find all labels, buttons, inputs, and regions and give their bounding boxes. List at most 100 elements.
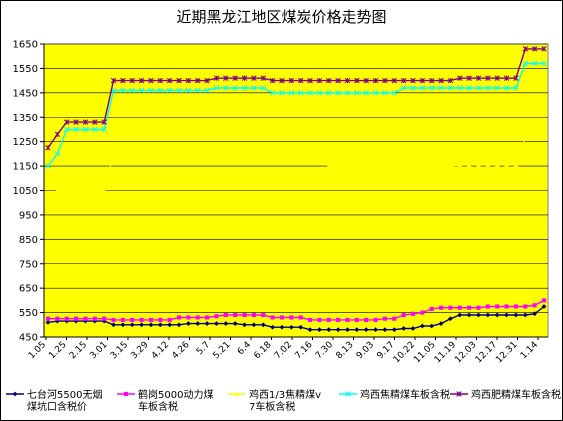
data-point <box>130 317 135 322</box>
chart-title: 近期黑龙江地区煤炭价格走势图 <box>176 8 387 26</box>
data-point <box>317 317 322 322</box>
x-tick-label: 8.13 <box>334 340 355 361</box>
x-tick-label: 2.15 <box>68 340 89 361</box>
y-tick-label: 450 <box>19 333 38 344</box>
data-point <box>522 312 528 318</box>
data-point <box>204 151 210 156</box>
data-point <box>541 304 547 309</box>
data-point <box>373 327 378 333</box>
data-point <box>185 87 192 94</box>
data-point <box>392 316 397 321</box>
data-point <box>139 322 144 328</box>
data-point <box>83 188 88 193</box>
data-point <box>195 321 201 326</box>
data-point <box>54 188 60 193</box>
data-point <box>457 312 463 318</box>
data-point <box>457 85 463 91</box>
data-point <box>401 326 407 331</box>
data-point <box>345 317 350 322</box>
data-point <box>269 90 276 96</box>
data-point <box>242 151 247 156</box>
x-tick-label: 4.12 <box>150 340 171 361</box>
data-point <box>410 326 416 331</box>
data-point <box>298 151 304 156</box>
data-point <box>270 151 276 156</box>
data-point <box>438 163 444 169</box>
data-point <box>82 119 89 125</box>
data-point <box>429 163 435 169</box>
x-tick-label: 12.03 <box>453 340 478 365</box>
data-point <box>467 305 472 310</box>
data-point <box>335 163 341 169</box>
data-point <box>204 87 210 94</box>
data-point <box>120 151 126 156</box>
x-tick-label: 5.21 <box>211 340 232 361</box>
data-point <box>419 323 425 329</box>
data-point <box>129 151 135 156</box>
data-point <box>185 151 191 156</box>
data-point <box>233 312 238 318</box>
legend-label-line: 鸡西1/3焦精煤v <box>249 388 321 401</box>
data-point <box>138 77 145 84</box>
data-point <box>504 312 509 318</box>
data-point <box>92 126 98 133</box>
data-point <box>523 304 528 309</box>
data-point <box>213 75 220 81</box>
data-point <box>354 77 360 84</box>
data-point <box>541 298 547 303</box>
data-point <box>438 85 444 91</box>
data-point <box>45 319 51 325</box>
data-point <box>363 77 369 84</box>
data-point <box>438 321 444 326</box>
data-point <box>148 77 154 84</box>
x-tick-label: 7.30 <box>314 340 335 361</box>
data-point <box>531 46 538 52</box>
data-point <box>448 163 453 169</box>
data-point <box>494 162 500 167</box>
x-tick-label: 7.02 <box>273 340 294 361</box>
data-point <box>101 126 107 133</box>
data-point <box>503 75 510 81</box>
data-point <box>111 151 116 156</box>
data-point <box>382 327 388 333</box>
data-point <box>123 391 129 397</box>
y-tick-label: 950 <box>19 210 38 221</box>
data-point <box>335 77 341 84</box>
data-point <box>419 77 426 84</box>
data-point <box>223 321 229 326</box>
legend-label-line: 鹤岗5000动力煤 <box>138 388 213 401</box>
data-point <box>476 312 481 318</box>
legend-label: 鸡西焦精煤车板含税 <box>360 388 450 401</box>
data-point <box>195 151 201 156</box>
data-point <box>420 310 425 315</box>
data-point <box>307 151 313 156</box>
data-point <box>391 327 397 333</box>
data-point <box>466 85 472 91</box>
data-point <box>400 85 407 91</box>
data-point <box>475 85 482 91</box>
data-point <box>439 305 444 310</box>
data-point <box>494 75 500 81</box>
data-point <box>251 85 257 91</box>
data-point <box>260 151 266 156</box>
data-point <box>457 305 462 310</box>
x-tick-label: 6.18 <box>252 340 273 361</box>
data-point <box>279 315 285 320</box>
data-point <box>194 87 201 94</box>
data-point <box>316 90 323 96</box>
data-point <box>110 77 117 84</box>
data-point <box>532 134 538 139</box>
data-point <box>167 322 173 328</box>
x-tick-label: 4.26 <box>170 340 191 361</box>
data-point <box>457 162 463 167</box>
data-point <box>485 312 491 318</box>
data-point <box>234 391 240 396</box>
data-point <box>139 151 144 156</box>
data-point <box>270 315 275 320</box>
data-point <box>213 85 220 91</box>
data-point <box>92 119 98 125</box>
data-point <box>270 324 276 330</box>
y-tick-label: 650 <box>19 284 38 295</box>
x-tick-label: 7.16 <box>293 340 314 361</box>
